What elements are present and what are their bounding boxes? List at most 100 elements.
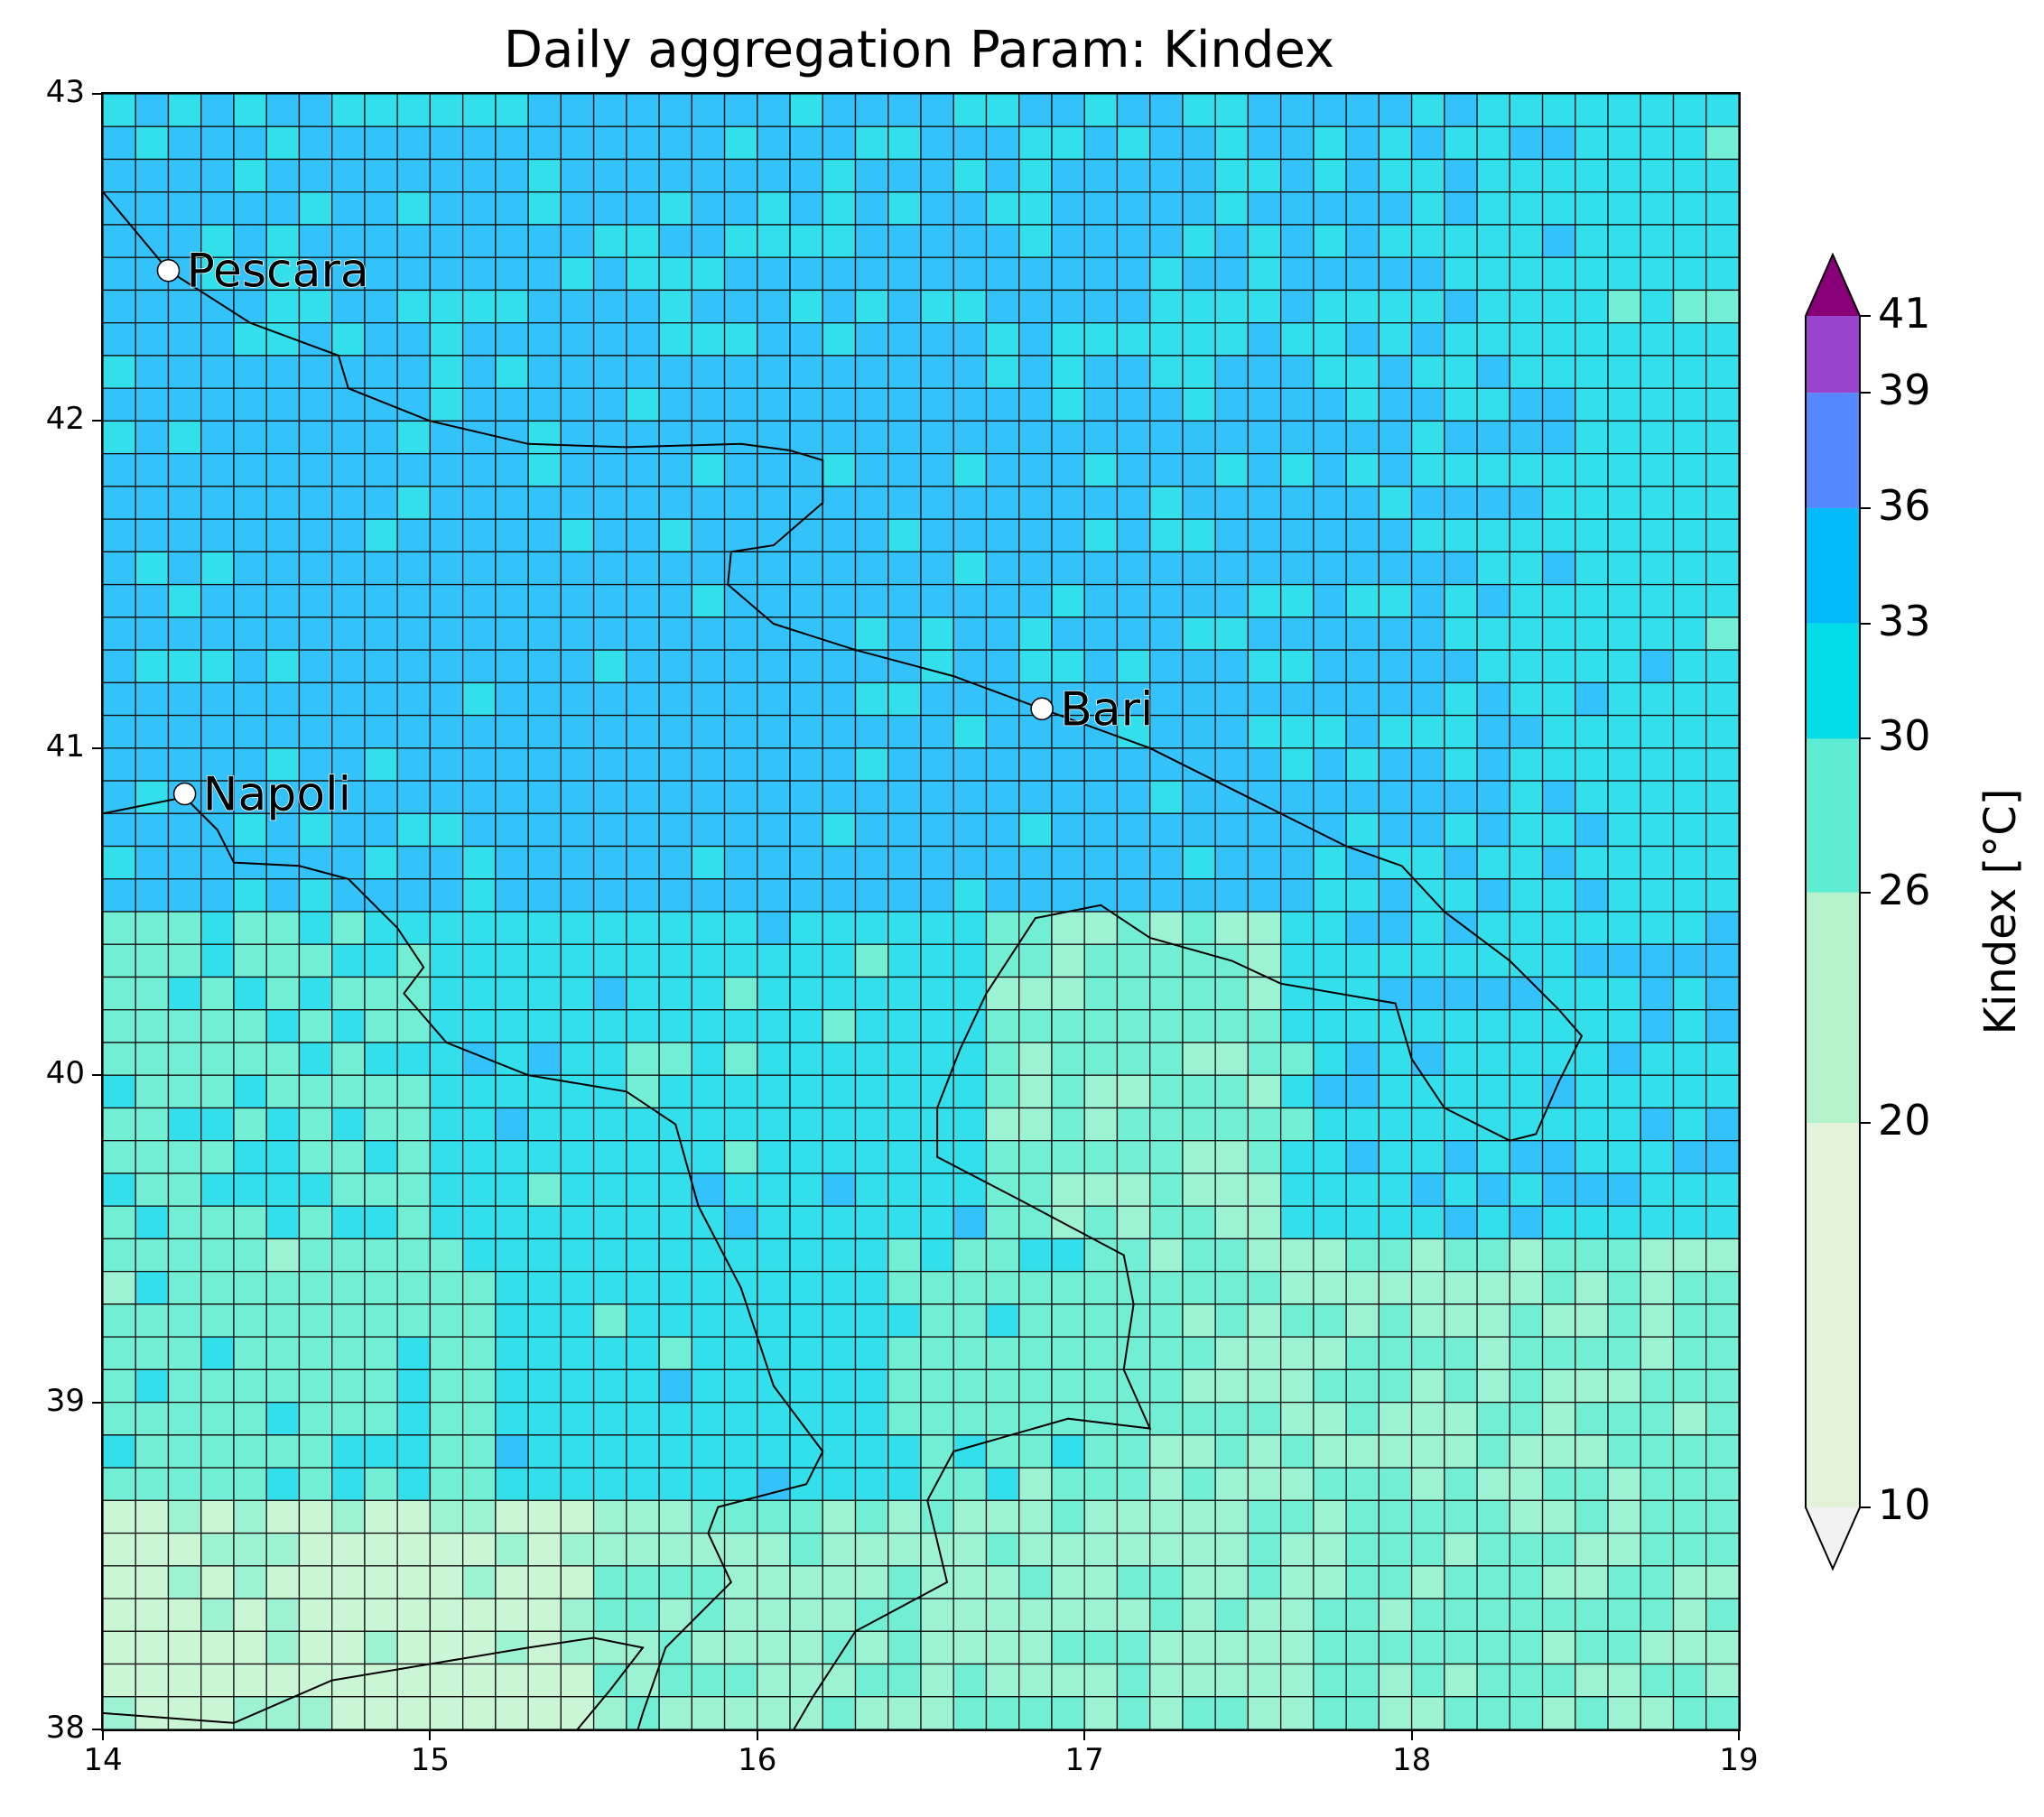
grid-cell [233,878,267,913]
grid-cell [233,1401,267,1436]
grid-cell [1182,158,1216,193]
grid-cell [461,1630,497,1665]
grid-cell [1083,1532,1119,1567]
grid-cell [167,1565,202,1599]
grid-cell [789,1205,823,1240]
grid-cell [429,1205,464,1240]
grid-cell [1313,191,1347,226]
grid-cell [757,1532,791,1567]
grid-cell [265,355,301,389]
grid-cell [103,714,136,749]
grid-cell [364,518,398,553]
grid-cell [1116,780,1151,814]
grid-cell [364,551,398,586]
grid-cell [1247,1598,1282,1632]
grid-cell [103,943,136,978]
grid-cell [429,551,464,586]
grid-cell [1607,1336,1641,1371]
grid-cell [135,1499,170,1534]
colorbar-segment [1806,738,1860,893]
grid-cell [592,518,627,553]
grid-cell [495,1042,529,1076]
grid-cell [1541,812,1576,848]
grid-cell [1345,1598,1380,1632]
grid-cell [1444,452,1478,487]
grid-cell [527,1434,562,1469]
grid-cell [1345,224,1380,258]
grid-cell [233,1107,267,1142]
grid-cell [1083,911,1119,945]
grid-cell [1182,1140,1216,1174]
grid-cell [592,911,627,945]
grid-cell [952,355,988,389]
grid-cell [331,1173,366,1207]
grid-cell [592,616,627,651]
grid-cell [854,191,889,226]
grid-cell [396,256,432,292]
grid-cell [1410,1499,1445,1534]
colorbar-segment [1806,1123,1860,1507]
grid-cell [429,681,464,717]
grid-cell [854,583,889,618]
grid-cell [789,812,823,848]
grid-cell [1640,1368,1675,1404]
grid-cell [1705,878,1739,913]
grid-cell [1444,355,1478,389]
grid-cell [1672,649,1707,683]
grid-cell [364,1630,398,1665]
grid-cell [1509,780,1544,814]
grid-cell [985,1401,1020,1436]
grid-cell [854,518,889,553]
grid-cell [1444,551,1478,586]
grid-cell [1247,1270,1282,1305]
grid-cell [757,812,791,848]
grid-cell [560,1598,595,1632]
grid-cell [1182,583,1216,618]
grid-cell [757,1042,791,1076]
grid-cell [1313,1434,1347,1469]
grid-cell [298,420,333,455]
x-tick [1738,1731,1740,1740]
grid-cell [1476,224,1510,258]
grid-cell [103,158,136,193]
grid-cell [757,1270,791,1305]
grid-cell [1705,780,1739,814]
grid-cell [396,486,432,520]
grid-cell [265,551,301,586]
grid-cell [1182,1336,1216,1371]
grid-cell [854,1107,889,1142]
grid-cell [1083,1238,1119,1273]
grid-cell [854,616,889,651]
grid-cell [1279,1270,1315,1305]
grid-cell [723,1401,758,1436]
grid-cell [592,747,627,782]
grid-cell [1476,322,1510,357]
grid-cell [1214,322,1250,357]
grid-cell [135,681,170,717]
grid-cell [200,1598,235,1632]
grid-cell [723,1336,758,1371]
grid-cell [1279,976,1315,1011]
grid-cell [364,1532,398,1567]
grid-cell [1279,1663,1315,1698]
grid-cell [1476,1663,1510,1698]
grid-cell [952,1663,988,1698]
grid-cell [658,158,692,193]
grid-cell [887,1009,922,1043]
grid-cell [331,1565,366,1599]
grid-cell [1672,518,1707,553]
grid-cell [265,1303,301,1338]
grid-cell [1279,681,1315,717]
grid-cell [1313,1173,1347,1207]
map-plot-area[interactable]: Pescara Bari Napoli [101,92,1741,1731]
grid-cell [331,681,366,717]
grid-cell [1444,387,1478,422]
grid-cell [1149,1270,1184,1305]
grid-cell [1182,289,1216,324]
grid-cell [1149,1107,1184,1142]
grid-cell [1672,125,1707,161]
grid-cell [1149,289,1184,324]
grid-cell [1051,1368,1085,1404]
grid-cell [1345,911,1380,945]
grid-cell [1541,1368,1576,1404]
